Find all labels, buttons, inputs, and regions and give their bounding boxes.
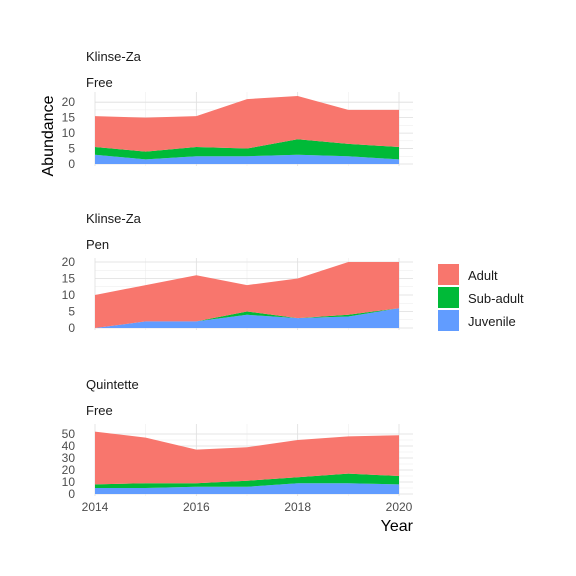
x-tick-label: 2016 [183,500,210,514]
x-tick-label: 2014 [82,500,109,514]
area-sub-adult [95,308,399,328]
legend-label-juvenile: Juvenile [468,314,516,329]
panel-1-strip-treatment: Free [86,75,113,90]
legend-swatch-sub-adult [438,287,459,308]
area-sub-adult [95,139,399,160]
panel-1-strip-herd: Klinse-Za [86,49,142,64]
legend: Adult Sub-adult Juvenile [438,264,524,331]
x-axis-ticks: 2014 2016 2018 2020 [82,500,413,514]
panel-3-areas [95,431,399,494]
y-tick-label: 0 [68,321,75,335]
y-tick-label: 0 [68,487,75,501]
legend-label-sub-adult: Sub-adult [468,291,524,306]
panel-klinse-za-pen: Klinse-Za Pen 0 5 10 15 20 [62,211,413,335]
panel-2-y-ticks: 0 5 10 15 20 [62,255,76,335]
x-tick-label: 2018 [284,500,311,514]
legend-label-adult: Adult [468,268,498,283]
area-adult [95,431,399,485]
y-tick-label: 5 [68,142,75,156]
area-juvenile [95,308,399,328]
legend-swatch-juvenile [438,310,459,331]
y-tick-label: 15 [62,111,76,125]
area-juvenile [95,483,399,494]
panel-3-strip-treatment: Free [86,403,113,418]
panel-1-areas [95,96,399,164]
y-tick-label: 20 [62,95,76,109]
x-tick-label: 2020 [386,500,413,514]
y-tick-label: 10 [62,126,76,140]
y-tick-label: 50 [62,427,76,441]
y-tick-label: 10 [62,288,76,302]
panel-2-strip-herd: Klinse-Za [86,211,142,226]
y-tick-label: 0 [68,157,75,171]
area-juvenile [95,154,399,164]
legend-swatch-adult [438,264,459,285]
y-tick-label: 5 [68,305,75,319]
x-axis-title: Year [381,518,414,535]
panel-2-strip-treatment: Pen [86,237,109,252]
area-adult [95,262,399,328]
y-tick-label: 10 [62,475,76,489]
y-tick-label: 15 [62,272,76,286]
panel-3-strip-herd: Quintette [86,377,139,392]
y-tick-label: 20 [62,255,76,269]
y-axis-title: Abundance [40,95,57,176]
y-tick-label: 40 [62,439,76,453]
y-tick-label: 20 [62,463,76,477]
y-tick-label: 30 [62,451,76,465]
panel-2-areas [95,262,399,328]
area-adult [95,96,399,152]
